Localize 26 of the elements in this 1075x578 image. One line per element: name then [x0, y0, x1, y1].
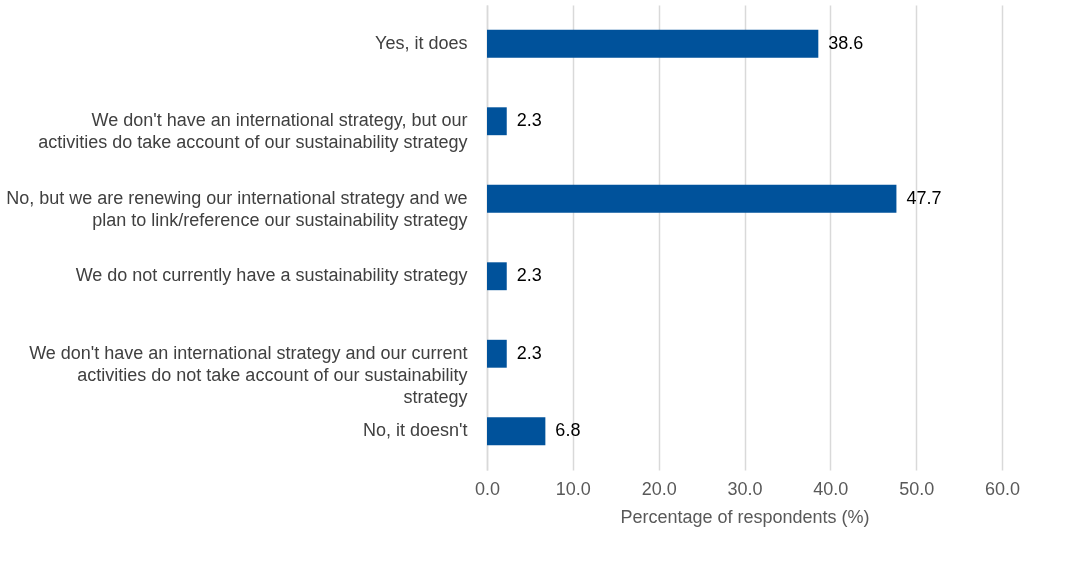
data-label: 2.3	[516, 342, 542, 363]
x-tick-label: 30.0	[727, 478, 763, 499]
data-label: 2.3	[516, 110, 542, 131]
y-tick-label: No, but we are renewing our international strategy and we plan to link/reference our sustainability strategy	[6, 187, 468, 230]
bar	[487, 262, 507, 291]
data-label: 47.7	[906, 187, 942, 208]
bar	[487, 417, 546, 446]
data-label: 38.6	[828, 32, 864, 53]
bar	[487, 29, 819, 58]
y-tick-label: We don't have an international strategy, but our activities do take account of our sustainability strategy	[38, 110, 468, 153]
x-tick-label: 40.0	[813, 478, 849, 499]
x-tick-label: 50.0	[899, 478, 935, 499]
bar	[487, 339, 507, 368]
y-tick-label: We don't have an international strategy and our current activities do not take account of our sustainability strategy	[29, 342, 468, 407]
x-tick-label: 10.0	[555, 478, 591, 499]
bar	[487, 184, 897, 213]
x-tick-label: 0.0	[474, 478, 501, 499]
data-label: 2.3	[516, 265, 542, 286]
y-tick-label: No, it doesn't	[363, 420, 468, 441]
x-tick-label: 20.0	[641, 478, 677, 499]
bar	[487, 107, 507, 136]
x-axis-title: Percentage of respondents (%)	[620, 506, 870, 527]
x-tick-label: 60.0	[984, 478, 1021, 499]
data-label: 6.8	[555, 420, 581, 441]
y-tick-label: We do not currently have a sustainability strategy	[75, 265, 468, 286]
y-tick-label: Yes, it does	[375, 32, 468, 53]
